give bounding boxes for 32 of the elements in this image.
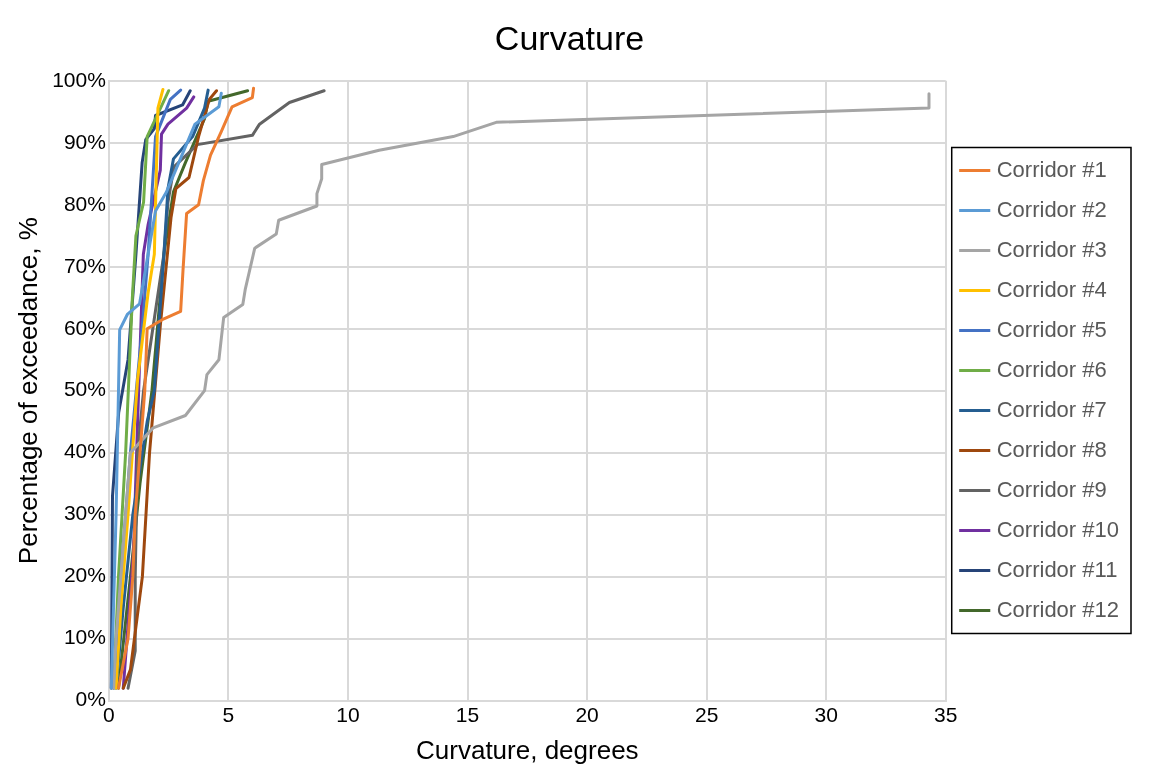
y-tick-label: 20%: [63, 563, 106, 587]
chart-title: Curvature: [494, 18, 645, 57]
x-tick-label: 10: [336, 703, 360, 726]
x-tick-label: 30: [814, 703, 838, 726]
y-tick-label: 100%: [52, 67, 106, 91]
x-tick-label: 15: [455, 703, 480, 726]
y-tick-label: 10%: [63, 625, 106, 649]
legend-label: Corridor #9: [996, 476, 1107, 502]
y-tick-label: 90%: [63, 129, 106, 153]
y-tick-label: 60%: [63, 315, 106, 339]
legend-label: Corridor #1: [996, 156, 1107, 182]
y-tick-label: 50%: [63, 377, 106, 401]
x-tick-label: 20: [575, 703, 599, 726]
y-tick-label: 70%: [63, 253, 106, 277]
legend-label: Corridor #12: [996, 596, 1119, 622]
legend-label: Corridor #4: [996, 276, 1107, 302]
legend-label: Corridor #8: [996, 436, 1107, 462]
legend-label: Corridor #2: [996, 196, 1107, 222]
legend-label: Corridor #3: [996, 236, 1107, 262]
y-tick-label: 40%: [63, 439, 106, 463]
x-tick-label: 25: [694, 703, 719, 726]
legend-label: Corridor #6: [996, 356, 1107, 382]
legend-label: Corridor #10: [996, 516, 1119, 542]
legend-label: Corridor #7: [996, 396, 1107, 422]
legend-label: Corridor #11: [996, 556, 1118, 582]
x-axis-title: Curvature, degrees: [416, 734, 639, 765]
legend-label: Corridor #5: [996, 316, 1107, 342]
x-tick-label: 35: [934, 703, 958, 726]
y-tick-label: 80%: [63, 191, 106, 215]
x-tick-label: 5: [222, 703, 235, 726]
y-tick-label: 30%: [63, 501, 106, 525]
y-axis-title: Percentage of exceedance, %: [12, 217, 43, 565]
